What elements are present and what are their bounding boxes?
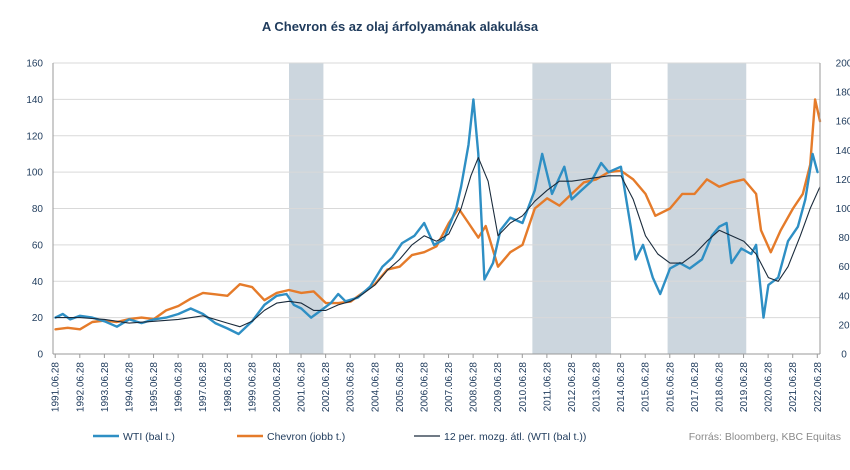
y-right-tick-label: 60 <box>838 262 850 273</box>
y-left-tick-label: 80 <box>32 204 44 215</box>
x-tick-label: 2013.06.28 <box>592 362 603 412</box>
y-right-tick-label: 100 <box>836 204 850 215</box>
x-tick-label: 1998.06.28 <box>223 362 234 412</box>
x-tick-label: 2015.06.28 <box>641 362 652 412</box>
y-left-tick-label: 20 <box>32 313 44 324</box>
x-tick-label: 2017.06.28 <box>690 362 701 412</box>
x-tick-label: 2006.06.28 <box>419 362 430 412</box>
x-tick-label: 2019.06.28 <box>739 362 750 412</box>
series-line-chevron <box>54 98 822 331</box>
x-tick-label: 2003.06.28 <box>346 362 357 412</box>
y-left-tick-label: 60 <box>32 240 44 251</box>
y-right-tick-label: 80 <box>838 233 850 244</box>
x-tick-label: 1992.06.28 <box>75 362 86 412</box>
x-tick-label: 2011.06.28 <box>542 362 553 412</box>
x-tick-label: 2012.06.28 <box>567 362 578 412</box>
x-tick-label: 2007.06.28 <box>444 362 455 412</box>
x-tick-label: 1996.06.28 <box>174 362 185 412</box>
x-tick-label: 2009.06.28 <box>493 362 504 412</box>
x-tick-label: 1995.06.28 <box>149 362 160 412</box>
x-tick-label: 2002.06.28 <box>321 362 332 412</box>
legend-label: 12 per. mozg. átl. (WTI (bal t.)) <box>444 431 586 443</box>
x-tick-label: 2014.06.28 <box>616 362 627 412</box>
x-tick-label: 1991.06.28 <box>51 362 62 412</box>
x-tick-label: 1999.06.28 <box>247 362 258 412</box>
x-tick-label: 2021.06.28 <box>788 362 799 412</box>
x-tick-label: 2016.06.28 <box>665 362 676 412</box>
y-left-tick-label: 100 <box>26 168 43 179</box>
axes <box>52 63 821 355</box>
y-right-tick-label: 0 <box>841 350 847 361</box>
x-tick-label: 2018.06.28 <box>714 362 725 412</box>
y-right-tick-label: 200 <box>836 59 850 70</box>
y-left-tick-label: 140 <box>26 95 43 106</box>
y-left-tick-label: 120 <box>26 131 43 142</box>
y-right-tick-label: 40 <box>838 291 850 302</box>
x-tick-label: 2000.06.28 <box>272 362 283 412</box>
y-right-tick-label: 140 <box>836 146 850 157</box>
y-right-tick-label: 20 <box>838 320 850 331</box>
x-tick-label: 2020.06.28 <box>764 362 775 412</box>
legend: WTI (bal t.) Chevron (jobb t.) 12 per. moz… <box>93 431 586 443</box>
series-lines <box>54 98 822 336</box>
legend-label: Chevron (jobb t.) <box>267 431 345 443</box>
legend-label: WTI (bal t.) <box>123 431 175 443</box>
y-right-tick-label: 160 <box>836 117 850 128</box>
x-tick-label: 2004.06.28 <box>370 362 381 412</box>
x-tick-label: 2010.06.28 <box>518 362 529 412</box>
chart-title: A Chevron és az olaj árfolyamának alakul… <box>262 19 539 34</box>
y-right-tick-label: 180 <box>836 88 850 99</box>
y-right-tick-label: 120 <box>836 175 850 186</box>
x-tick-label: 2008.06.28 <box>469 362 480 412</box>
x-tick-label: 2005.06.28 <box>395 362 406 412</box>
x-tick-label: 2001.06.28 <box>297 362 308 412</box>
x-tick-label: 1994.06.28 <box>124 362 135 412</box>
source-note: Forrás: Bloomberg, KBC Equitas <box>689 431 841 443</box>
tick-labels: 0 20 40 60 80 100 120 140 160 0 20 40 60 80 100 120 140 1… <box>26 59 850 413</box>
y-left-tick-label: 160 <box>26 59 43 70</box>
y-left-tick-label: 0 <box>37 350 43 361</box>
x-tick-label: 2022.06.28 <box>813 362 824 412</box>
x-tick-label: 1993.06.28 <box>100 362 111 412</box>
series-line-moving-average <box>54 157 821 328</box>
y-left-tick-label: 40 <box>32 277 44 288</box>
x-tick-label: 1997.06.28 <box>198 362 209 412</box>
